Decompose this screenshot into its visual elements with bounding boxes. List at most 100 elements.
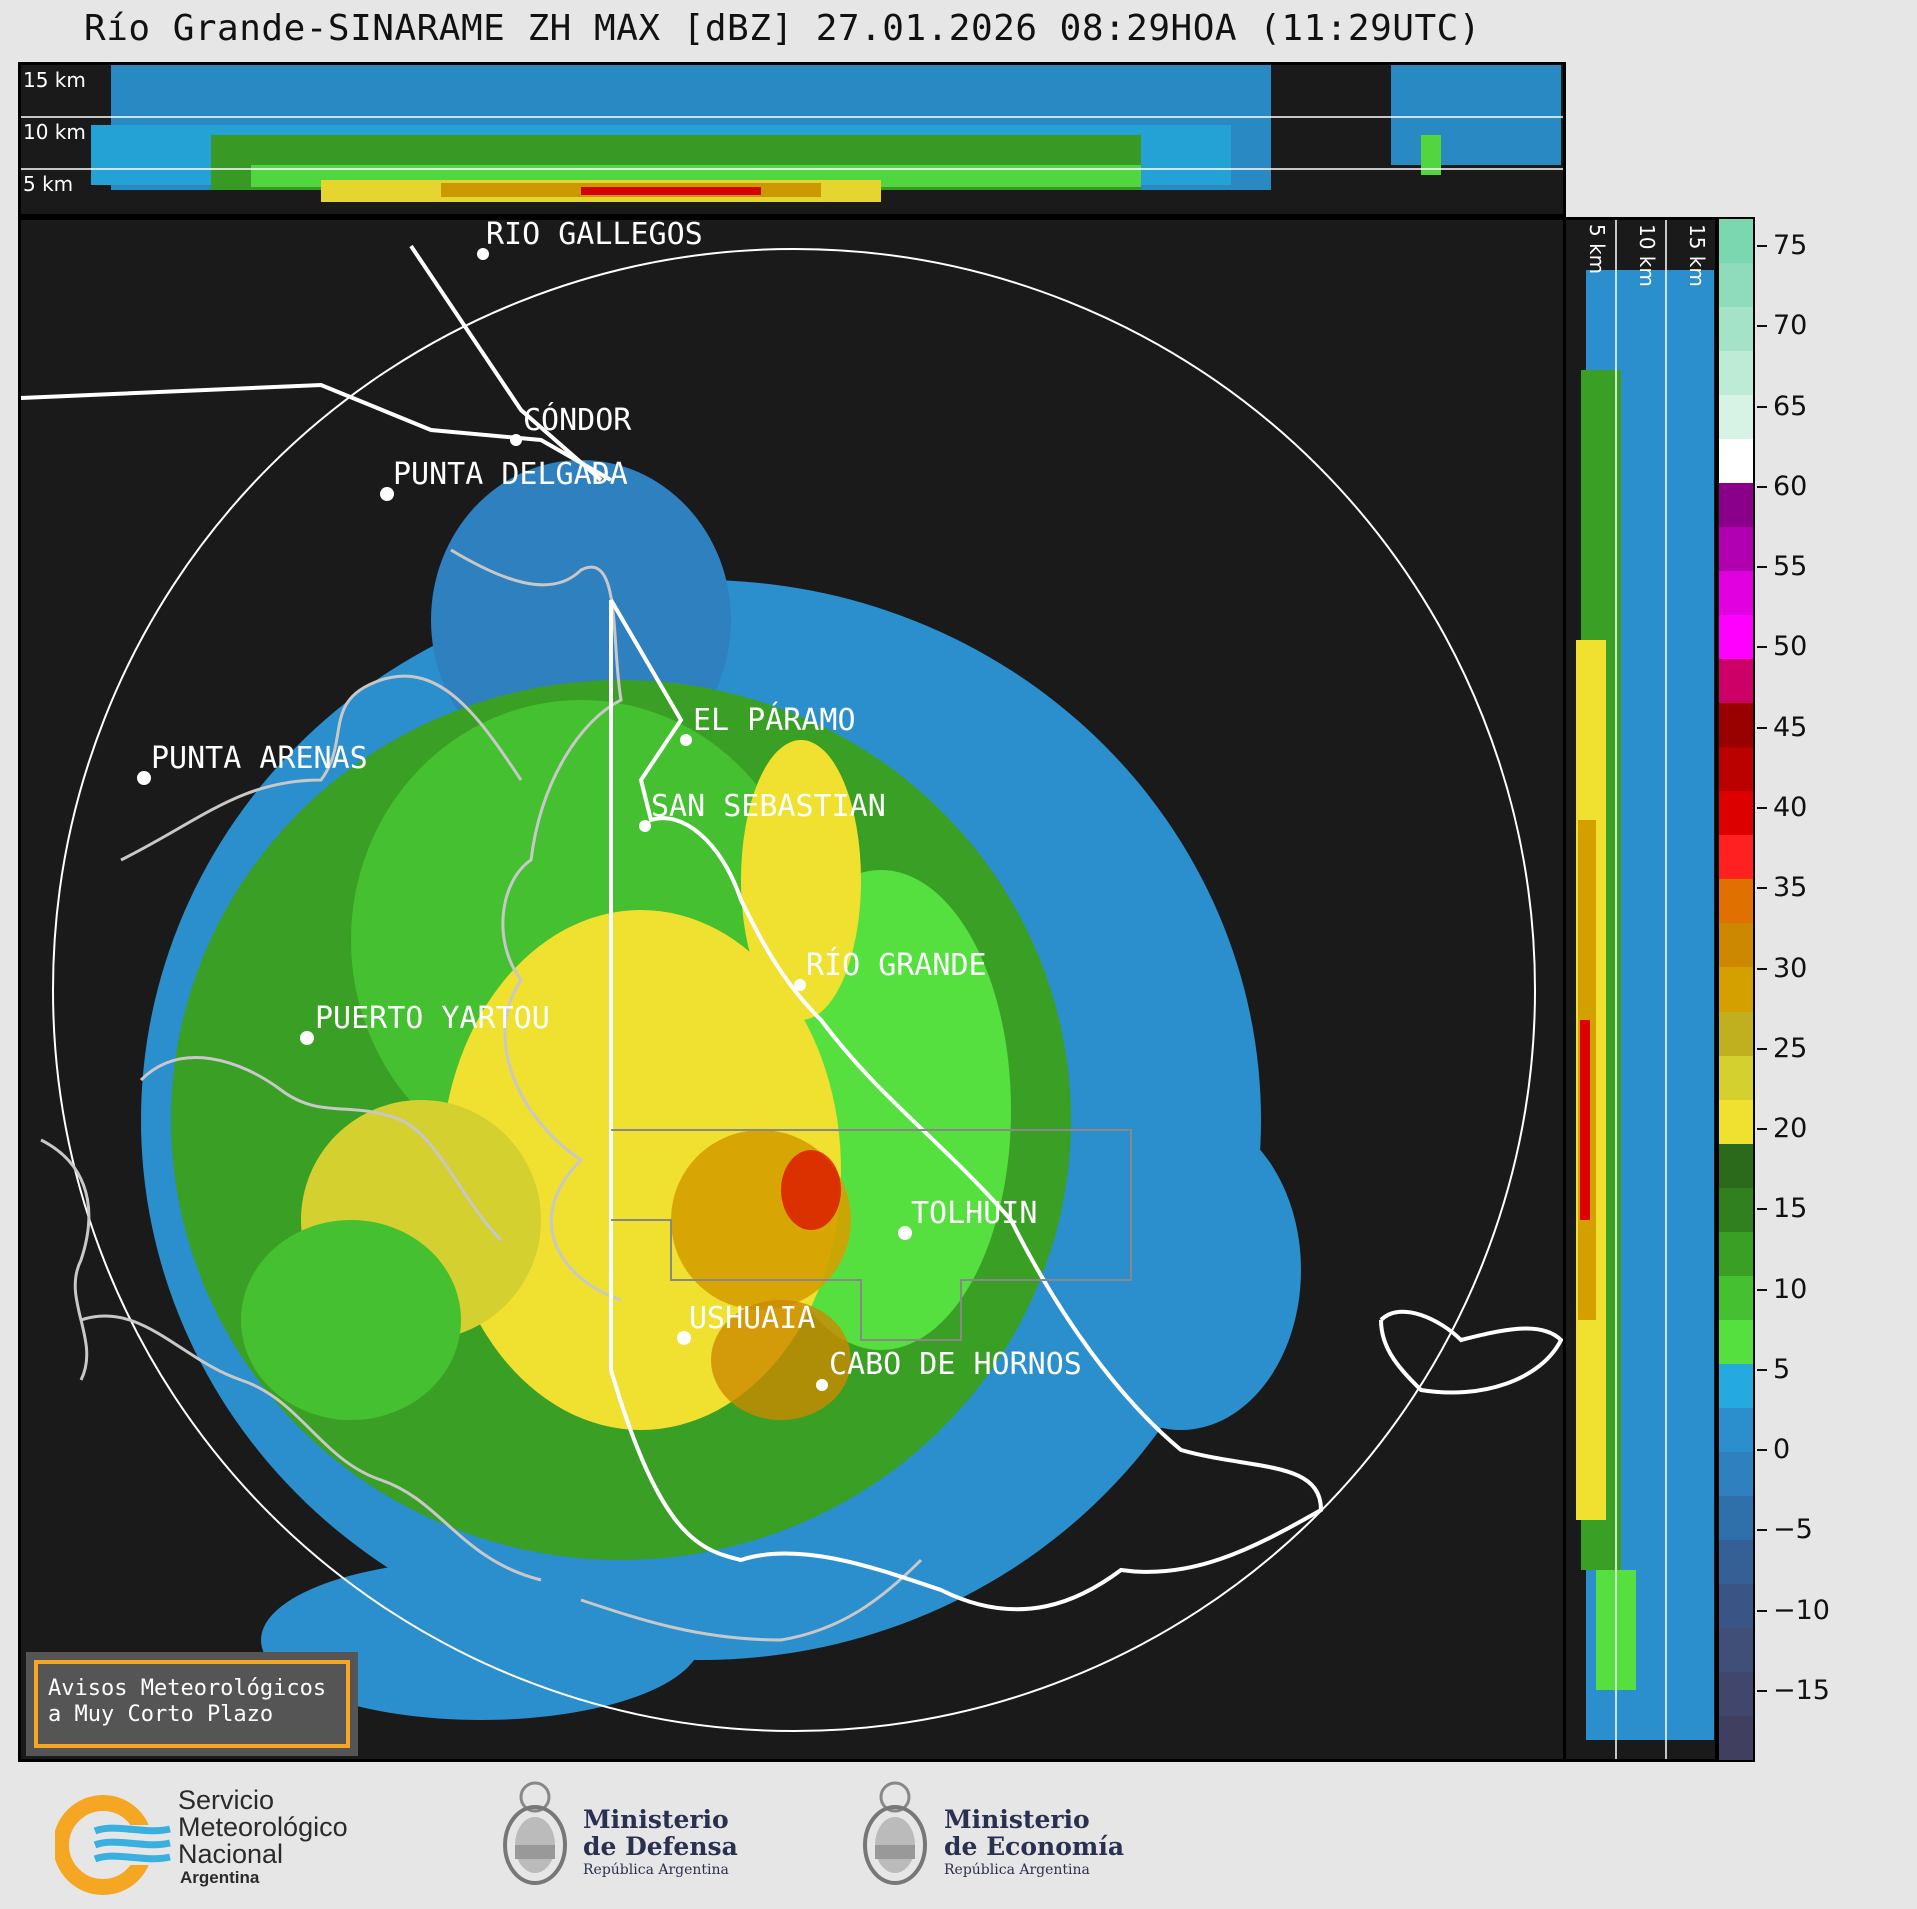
side-km-label-15: 15 km bbox=[1685, 224, 1709, 287]
colorbar-tick-label: −5 bbox=[1773, 1514, 1813, 1546]
colorbar-tick-label: 75 bbox=[1773, 230, 1808, 261]
colorbar-segment bbox=[1719, 439, 1753, 485]
side-cross-section-panel: 5 km 10 km 15 km bbox=[1563, 217, 1718, 1762]
coastlines bbox=[40, 548, 923, 1642]
colorbar-tick bbox=[1757, 1609, 1767, 1612]
city-label-el-paramo: EL PÁRAMO bbox=[693, 702, 856, 738]
defensa-line-2: de Defensa bbox=[583, 1832, 738, 1861]
colorbar-segment bbox=[1719, 527, 1753, 573]
top-km-label-10: 10 km bbox=[23, 120, 86, 144]
city-markers bbox=[137, 248, 912, 1391]
colorbar-segment bbox=[1719, 967, 1753, 1013]
smn-line-1: Servicio bbox=[178, 1785, 275, 1815]
smn-logo-mark bbox=[55, 1795, 175, 1895]
colorbar-segment bbox=[1719, 1319, 1753, 1365]
city-label-cabo-de-hornos: CABO DE HORNOS bbox=[829, 1347, 1082, 1382]
colorbar-segment bbox=[1719, 747, 1753, 793]
colorbar-segment bbox=[1719, 879, 1753, 925]
colorbar-tick bbox=[1757, 1128, 1767, 1131]
top-km-label-15: 15 km bbox=[23, 68, 86, 92]
colorbar-tick bbox=[1757, 485, 1767, 488]
colorbar-segment bbox=[1719, 791, 1753, 837]
colorbar-tick bbox=[1757, 887, 1767, 890]
side-echo-layer bbox=[1576, 270, 1714, 1740]
colorbar-segment bbox=[1719, 219, 1753, 265]
colorbar-tick-label: 45 bbox=[1773, 711, 1808, 743]
defensa-shield-icon bbox=[503, 1781, 567, 1885]
side-km-label-10: 10 km bbox=[1635, 224, 1659, 287]
colorbar-segment bbox=[1719, 1363, 1753, 1409]
colorbar-segment bbox=[1719, 1143, 1753, 1189]
province-boundary bbox=[611, 1129, 1132, 1341]
city-label-punta-delgada: PUNTA DELGADA bbox=[393, 457, 628, 492]
avisos-line-1: Avisos Meteorológicos bbox=[48, 1676, 327, 1701]
city-label-rio-gallegos: RÍO GALLEGOS bbox=[486, 220, 703, 252]
colorbar-segment bbox=[1719, 351, 1753, 397]
colorbar-segment bbox=[1719, 1011, 1753, 1057]
colorbar-tick-label: 55 bbox=[1773, 551, 1808, 583]
colorbar-tick-label: 20 bbox=[1773, 1113, 1808, 1145]
colorbar-segment bbox=[1719, 483, 1753, 529]
colorbar-tick-label: 50 bbox=[1773, 631, 1808, 663]
colorbar-tick bbox=[1757, 1047, 1767, 1050]
colorbar-tick-label: 15 bbox=[1773, 1193, 1808, 1225]
colorbar-segment bbox=[1719, 835, 1753, 881]
colorbar-tick bbox=[1757, 967, 1767, 970]
radar-title: Río Grande-SINARAME ZH MAX [dBZ] 27.01.2… bbox=[84, 8, 1481, 49]
colorbar-tick-label: −10 bbox=[1773, 1594, 1830, 1626]
smn-line-4: Argentina bbox=[180, 1868, 260, 1887]
colorbar-segment bbox=[1719, 263, 1753, 309]
city-label-rio-grande: RÍO GRANDE bbox=[806, 947, 987, 983]
colorbar-tick-label: 40 bbox=[1773, 791, 1808, 823]
colorbar-segment bbox=[1719, 1275, 1753, 1321]
colorbar-segment bbox=[1719, 923, 1753, 969]
economia-shield-icon bbox=[863, 1781, 927, 1885]
avisos-box: Avisos Meteorológicos a Muy Corto Plazo bbox=[26, 1652, 358, 1756]
colorbar-tick-label: −15 bbox=[1773, 1675, 1830, 1706]
city-label-tolhuin: TOLHUIN bbox=[911, 1196, 1037, 1231]
borders bbox=[21, 244, 1563, 1612]
top-echo-layer bbox=[91, 65, 1561, 202]
colorbar-segment bbox=[1719, 1627, 1753, 1673]
economia-line-3: República Argentina bbox=[944, 1862, 1090, 1878]
side-km-label-5: 5 km bbox=[1585, 224, 1609, 274]
colorbar-tick bbox=[1757, 646, 1767, 649]
colorbar-segment bbox=[1719, 307, 1753, 353]
economia-line-1: Ministerio bbox=[944, 1805, 1090, 1834]
city-label-puerto-yartou: PUERTO YARTOU bbox=[315, 1001, 550, 1036]
economia-line-2: de Economía bbox=[944, 1832, 1125, 1861]
colorbar-tick-label: 70 bbox=[1773, 310, 1808, 342]
smn-line-3: Nacional bbox=[178, 1839, 284, 1869]
colorbar-tick bbox=[1757, 566, 1767, 569]
colorbar-tick bbox=[1757, 325, 1767, 328]
city-label-ushuaia: USHUAIA bbox=[689, 1301, 815, 1336]
colorbar-tick bbox=[1757, 1288, 1767, 1291]
colorbar-segment bbox=[1719, 1187, 1753, 1233]
colorbar-tick-label: 65 bbox=[1773, 390, 1808, 422]
reflectivity-field bbox=[141, 460, 1301, 1720]
colorbar-tick bbox=[1757, 726, 1767, 729]
defensa-line-1: Ministerio bbox=[583, 1805, 729, 1834]
colorbar-segment bbox=[1719, 1407, 1753, 1453]
radar-range-ring bbox=[52, 248, 1536, 1732]
city-label-condor: CÓNDOR bbox=[523, 401, 632, 438]
colorbar-segment bbox=[1719, 1715, 1753, 1760]
city-label-punta-arenas: PUNTA ARENAS bbox=[151, 741, 368, 776]
colorbar-segment bbox=[1719, 1055, 1753, 1101]
colorbar-segment bbox=[1719, 615, 1753, 661]
colorbar-segment bbox=[1719, 659, 1753, 705]
colorbar-tick bbox=[1757, 405, 1767, 408]
colorbar-tick bbox=[1757, 1208, 1767, 1211]
dbz-colorbar bbox=[1717, 217, 1755, 1762]
colorbar-tick-label: 35 bbox=[1773, 872, 1808, 904]
colorbar-segment bbox=[1719, 1539, 1753, 1585]
city-label-san-sebastian: SAN SEBASTIAN bbox=[651, 789, 886, 824]
colorbar-tick-label: 60 bbox=[1773, 470, 1808, 502]
colorbar-tick bbox=[1757, 1368, 1767, 1371]
colorbar-tick-label: 10 bbox=[1773, 1273, 1808, 1305]
colorbar-segment bbox=[1719, 1451, 1753, 1497]
colorbar-segment bbox=[1719, 571, 1753, 617]
colorbar-segment bbox=[1719, 1671, 1753, 1717]
radar-map-panel[interactable]: RÍO GALLEGOS CÓNDOR PUNTA DELGADA EL PÁR… bbox=[18, 217, 1566, 1762]
colorbar-segment bbox=[1719, 1099, 1753, 1145]
